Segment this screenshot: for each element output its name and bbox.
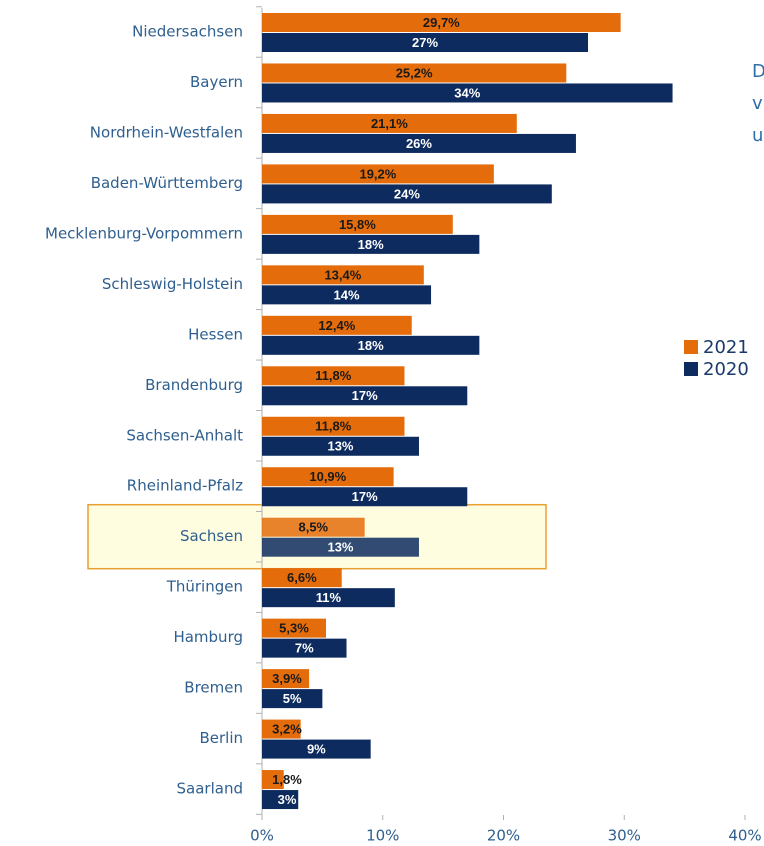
bar: [262, 63, 567, 83]
value-label: 12,4%: [318, 318, 355, 333]
category-label: Hessen: [188, 325, 243, 343]
category-label: Hamburg: [173, 628, 243, 646]
bar: [262, 719, 301, 739]
annotation: D: [752, 61, 764, 82]
category-label: Bremen: [184, 679, 243, 697]
value-label: 11,8%: [315, 368, 352, 383]
bar: [262, 83, 673, 103]
bar: [262, 13, 621, 32]
bar: [262, 315, 412, 335]
value-label: 5,3%: [279, 621, 309, 636]
x-tick-label: 30%: [608, 827, 641, 845]
x-tick-label: 0%: [250, 827, 274, 845]
value-label: 5%: [283, 691, 302, 706]
category-label: Thüringen: [166, 578, 243, 596]
value-label: 24%: [394, 186, 420, 201]
legend-swatch: [684, 340, 698, 354]
value-label: 13%: [327, 439, 353, 454]
value-label: 17%: [352, 489, 378, 504]
bar: [262, 669, 310, 689]
bar: [262, 164, 494, 184]
category-label: Brandenburg: [145, 376, 243, 394]
value-label: 13,4%: [324, 267, 361, 282]
bar: [262, 285, 432, 305]
bar: [262, 265, 424, 285]
value-label: 3%: [278, 792, 297, 807]
value-label: 13%: [327, 540, 353, 555]
bar: [262, 638, 347, 658]
x-tick-label: 20%: [487, 827, 520, 845]
bar: [262, 487, 468, 507]
value-label: 1,8%: [272, 772, 302, 787]
bar: [262, 770, 284, 790]
value-label: 3,9%: [272, 671, 302, 686]
value-label: 21,1%: [371, 116, 408, 131]
value-label: 8,5%: [298, 520, 328, 535]
value-label: 11%: [316, 590, 342, 605]
category-label: Niedersachsen: [132, 23, 243, 41]
bar: [262, 335, 480, 355]
bar: [262, 133, 576, 153]
annotation: v: [752, 93, 763, 114]
value-label: 18%: [358, 237, 384, 252]
x-tick-label: 40%: [728, 827, 761, 845]
bar: [262, 184, 552, 204]
category-label: Saarland: [177, 780, 243, 798]
legend-label: 2020: [703, 359, 749, 380]
category-label: Mecklenburg-Vorpommern: [45, 224, 243, 242]
value-label: 26%: [406, 136, 432, 151]
category-label: Rheinland-Pfalz: [127, 477, 243, 495]
bar: [262, 214, 453, 234]
value-label: 19,2%: [359, 166, 396, 181]
bar: [262, 517, 365, 537]
bar: [262, 568, 342, 588]
bar: [262, 739, 371, 759]
legend-label: 2021: [703, 337, 749, 358]
bar: [262, 436, 419, 456]
value-label: 25,2%: [396, 65, 433, 80]
bar: [262, 467, 394, 487]
value-label: 7%: [295, 641, 314, 656]
value-label: 11,8%: [315, 419, 352, 434]
value-label: 17%: [352, 388, 378, 403]
value-label: 29,7%: [423, 15, 460, 30]
value-label: 6,6%: [287, 570, 317, 585]
category-label: Berlin: [199, 729, 243, 747]
category-label: Sachsen: [180, 527, 243, 545]
bar: [262, 33, 589, 52]
category-label: Sachsen-Anhalt: [126, 426, 243, 444]
category-label: Baden-Württemberg: [91, 174, 243, 192]
annotation: u: [752, 125, 763, 146]
value-label: 18%: [358, 338, 384, 353]
category-label: Schleswig-Holstein: [102, 275, 243, 293]
bar: [262, 416, 405, 436]
bar: [262, 366, 405, 386]
bar: [262, 618, 326, 638]
category-label: Nordrhein-Westfalen: [90, 123, 243, 141]
bar: [262, 537, 419, 557]
value-label: 15,8%: [339, 217, 376, 232]
value-label: 14%: [334, 287, 360, 302]
value-label: 34%: [454, 85, 480, 100]
bar: [262, 790, 299, 810]
x-tick-label: 10%: [366, 827, 399, 845]
legend-swatch: [684, 362, 698, 376]
bar: [262, 386, 468, 406]
bar: [262, 588, 395, 608]
value-label: 10,9%: [309, 469, 346, 484]
bar: [262, 234, 480, 254]
bar: [262, 689, 323, 709]
bar: [262, 113, 517, 133]
category-label: Bayern: [190, 73, 243, 91]
value-label: 9%: [307, 742, 326, 757]
value-label: 3,2%: [272, 722, 302, 737]
value-label: 27%: [412, 35, 438, 50]
